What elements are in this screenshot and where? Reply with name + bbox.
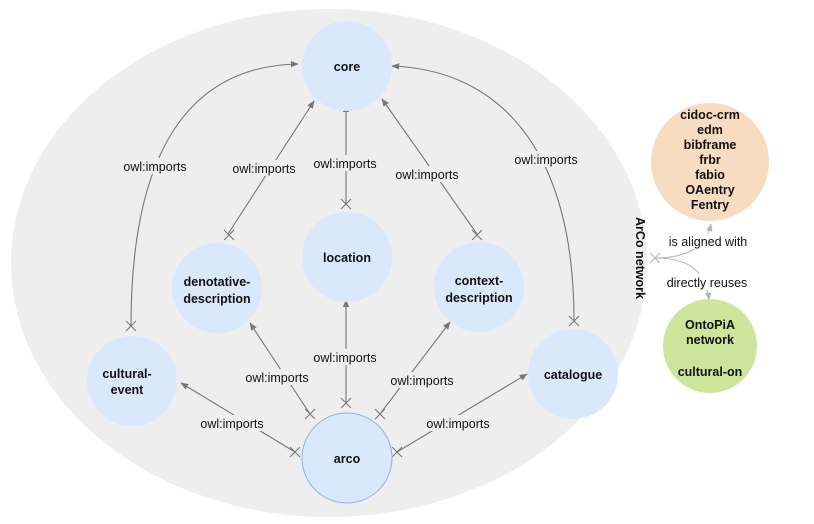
edge-cross <box>304 408 316 420</box>
aligned-item: cidoc-crm <box>680 108 740 122</box>
edge-directly-reuses <box>654 257 712 301</box>
node-label-line1: cultural- <box>102 367 151 381</box>
node-label-line2: description <box>445 291 512 305</box>
edge-labels: owl:imports owl:imports owl:imports owl:… <box>116 151 585 431</box>
edge-label: owl:imports <box>426 417 489 431</box>
node-catalogue: catalogue <box>528 329 618 419</box>
aligned-item: Fentry <box>691 198 729 212</box>
edge-label: owl:imports <box>200 417 263 431</box>
node-label-line2: description <box>183 292 250 306</box>
network-title: ArCo network <box>633 217 647 299</box>
reused-item: cultural-on <box>678 365 743 379</box>
node-label: location <box>323 251 371 265</box>
node-context-description: context- description <box>434 242 524 332</box>
node-circle <box>651 103 769 221</box>
edge-cross <box>125 320 137 332</box>
edge-label: owl:imports <box>245 371 308 385</box>
edge-cultural-event-core <box>130 60 299 327</box>
reused-item: network <box>686 333 734 347</box>
edge-cross <box>340 198 352 210</box>
node-circle <box>302 21 392 111</box>
aligned-item: bibframe <box>684 138 737 152</box>
node-aligned-ontologies: cidoc-crm edm bibframe frbr fabio OAentr… <box>651 103 769 221</box>
aligned-item: frbr <box>699 153 721 167</box>
edge-cross <box>391 446 403 458</box>
node-label-line2: event <box>111 383 144 397</box>
edge-label: owl:imports <box>514 153 577 167</box>
edge-arco-catalogue <box>396 373 528 453</box>
node-circle <box>172 243 262 333</box>
edge-cross <box>223 229 235 241</box>
node-arco: arco <box>301 412 393 504</box>
node-location: location <box>302 212 392 302</box>
node-label-line1: denotative- <box>184 275 251 289</box>
node-circle <box>301 412 393 504</box>
edge-cross <box>568 315 580 327</box>
node-circle <box>663 299 757 393</box>
edge-cross <box>471 229 483 241</box>
edge-label: owl:imports <box>232 162 295 176</box>
edge-label: owl:imports <box>395 168 458 182</box>
edge-cross <box>340 397 352 409</box>
node-label: core <box>334 60 360 74</box>
node-label: arco <box>334 452 361 466</box>
edge-label: owl:imports <box>313 157 376 171</box>
node-cultural-event: cultural- event <box>87 336 177 426</box>
reused-item: OntoPiA <box>685 318 735 332</box>
edge-cross <box>374 408 386 420</box>
edge-cross <box>289 446 301 458</box>
edge-label: owl:imports <box>123 160 186 174</box>
node-circle <box>87 336 177 426</box>
node-circle <box>434 242 524 332</box>
relation-label-aligned: is aligned with <box>669 235 748 249</box>
node-reused-ontologies: OntoPiA network cultural-on <box>663 299 757 393</box>
node-denotative-description: denotative- description <box>172 243 262 333</box>
aligned-item: OAentry <box>685 183 734 197</box>
edge-catalogue-core <box>391 63 575 322</box>
node-circle <box>528 329 618 419</box>
edge-label: owl:imports <box>313 351 376 365</box>
edge-arco-context <box>379 321 451 415</box>
edge-cross <box>649 252 661 264</box>
aligned-item: edm <box>697 123 723 137</box>
node-core: core <box>302 21 392 111</box>
edge-label: owl:imports <box>390 374 453 388</box>
edge-arco-denotative <box>249 322 311 415</box>
node-circle <box>302 212 392 302</box>
node-label-line1: context- <box>455 274 504 288</box>
relation-label-reuses: directly reuses <box>667 276 748 290</box>
node-label: catalogue <box>544 368 602 382</box>
aligned-item: fabio <box>695 168 725 182</box>
